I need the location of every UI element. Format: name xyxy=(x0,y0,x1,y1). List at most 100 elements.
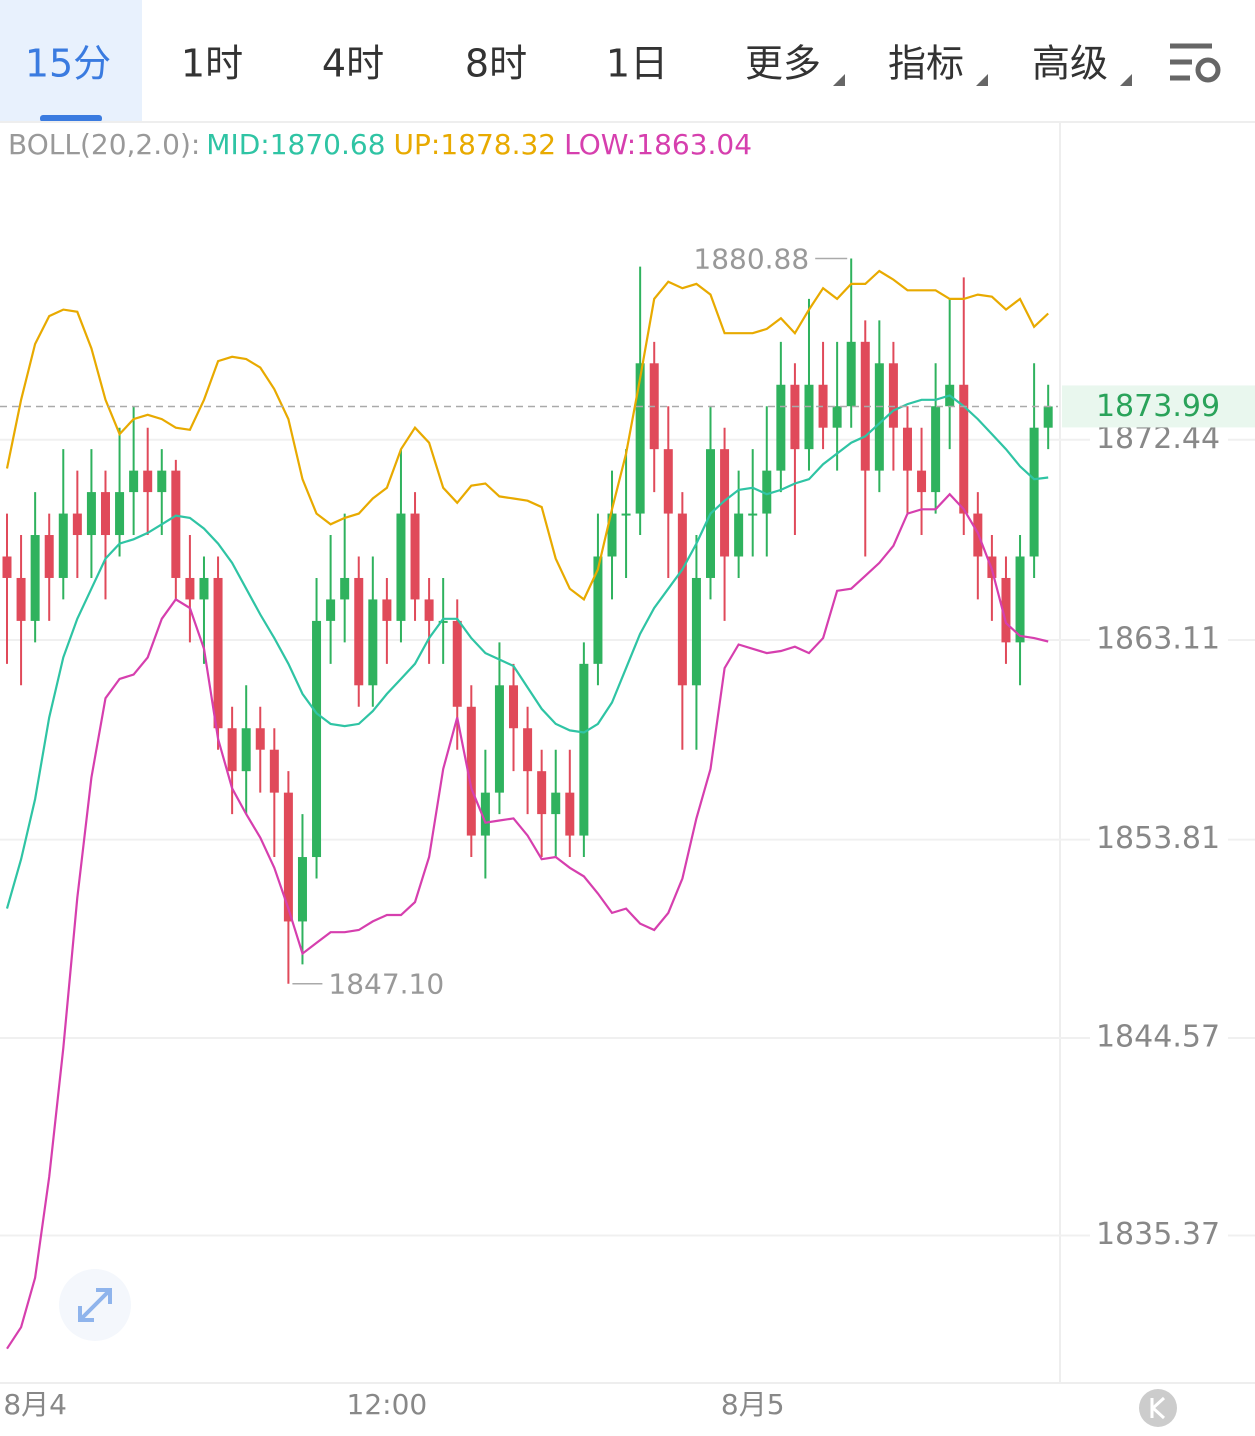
tab[interactable]: 8时 xyxy=(465,42,527,86)
candle-body xyxy=(818,384,828,428)
candle-body xyxy=(734,513,744,557)
k-icon xyxy=(1150,1396,1166,1420)
tab-label: 1时 xyxy=(181,42,243,86)
legend-value: 1870.68 xyxy=(270,128,386,161)
last-price-box xyxy=(1062,385,1255,428)
min-label: 1847.10 xyxy=(328,968,444,1001)
candle-body xyxy=(213,577,223,729)
candle-body xyxy=(466,706,476,836)
expand-icon xyxy=(78,1288,112,1322)
legend-name: MID: xyxy=(206,128,269,161)
y-tick-label: 1844.57 xyxy=(1096,1020,1220,1055)
candle-body xyxy=(16,577,26,621)
candle-body xyxy=(30,535,40,621)
x-tick-label: 12:00 xyxy=(347,1388,428,1421)
candle-body xyxy=(340,577,350,600)
candle-body xyxy=(593,556,603,664)
k-button[interactable] xyxy=(1139,1389,1177,1427)
candle-body xyxy=(1029,427,1039,557)
tab[interactable]: 1时 xyxy=(181,42,243,86)
tab[interactable]: 指标 xyxy=(888,42,988,87)
candle-body xyxy=(959,384,969,514)
candle-body xyxy=(762,470,772,514)
candle-body xyxy=(1043,406,1053,428)
candle-body xyxy=(720,449,730,557)
candle-body xyxy=(804,384,814,450)
candle-body xyxy=(846,341,856,407)
candle-body xyxy=(748,513,758,516)
tab[interactable]: 1日 xyxy=(606,42,668,86)
tab-bar: 15分 1时 4时 8时 1日 更多 指标 高级 xyxy=(0,0,1132,122)
candle-body xyxy=(579,663,589,836)
legend-value: 1863.04 xyxy=(636,128,752,161)
candle-body xyxy=(100,492,110,536)
candle-body xyxy=(44,535,54,578)
tab-label: 4时 xyxy=(322,42,384,86)
candle-body xyxy=(452,620,462,707)
candle-body xyxy=(171,470,181,578)
tab[interactable]: 更多 xyxy=(745,42,845,87)
candle-body xyxy=(551,792,561,815)
candle-body xyxy=(790,384,800,450)
candle-body xyxy=(269,749,279,793)
candle-body xyxy=(326,599,336,621)
y-tick-label: 1853.81 xyxy=(1096,821,1220,856)
band-line xyxy=(6,492,1049,1350)
candle-body xyxy=(283,792,293,922)
candle-body xyxy=(931,406,941,493)
candle-body xyxy=(691,577,701,686)
candle-body xyxy=(438,620,448,623)
candle-body xyxy=(776,384,786,471)
tab-label: 15分 xyxy=(25,42,111,86)
y-tick-label: 1863.11 xyxy=(1096,622,1220,657)
candle-body xyxy=(424,599,434,621)
candle-body xyxy=(480,792,490,836)
candle-body xyxy=(157,470,167,493)
tab-label: 1日 xyxy=(606,42,668,86)
tab-indicator xyxy=(40,115,102,122)
candle-body xyxy=(635,363,645,514)
candle-body xyxy=(227,728,237,772)
candle-body xyxy=(621,513,631,516)
candle-body xyxy=(2,556,12,578)
x-tick-label: 8月5 xyxy=(721,1388,785,1421)
tab[interactable]: 4时 xyxy=(322,42,384,86)
legend-name: LOW: xyxy=(564,128,636,161)
candle-body xyxy=(565,792,575,836)
candle-body xyxy=(115,492,125,536)
settings-icon[interactable] xyxy=(1170,43,1221,83)
candle-body xyxy=(297,857,307,922)
candle-body xyxy=(255,728,265,750)
candle-body xyxy=(129,470,139,493)
expand-button[interactable] xyxy=(59,1269,131,1341)
x-tick-label: 8月4 xyxy=(3,1388,67,1421)
tab[interactable]: 高级 xyxy=(1032,42,1132,87)
button-bg xyxy=(1139,1389,1177,1427)
legend-name: UP: xyxy=(394,128,441,161)
candle-body xyxy=(382,599,392,621)
candle-body xyxy=(1001,577,1011,643)
indicator-name: BOLL(20,2.0): xyxy=(8,128,200,161)
tab[interactable]: 15分 xyxy=(0,0,142,122)
candle-body xyxy=(677,513,687,686)
candle-body xyxy=(917,470,927,493)
dropdown-triangle xyxy=(1120,74,1132,86)
candle-body xyxy=(143,470,153,493)
tab-label: 指标 xyxy=(888,42,964,86)
candle-body xyxy=(396,513,406,621)
candle-body xyxy=(832,406,842,428)
last-price-label: 1873.99 xyxy=(1096,389,1220,424)
tab-active-bg xyxy=(0,0,142,122)
candle-body xyxy=(607,513,617,557)
tab-label: 更多 xyxy=(745,42,821,86)
candle-body xyxy=(1015,556,1025,643)
dropdown-triangle xyxy=(833,74,845,86)
band-line xyxy=(5,269,1049,602)
candle-body xyxy=(410,513,420,600)
candle-body xyxy=(199,577,209,600)
tab-label: 8时 xyxy=(465,42,527,86)
candle-body xyxy=(523,728,533,772)
legend-value: 1878.32 xyxy=(440,128,556,161)
